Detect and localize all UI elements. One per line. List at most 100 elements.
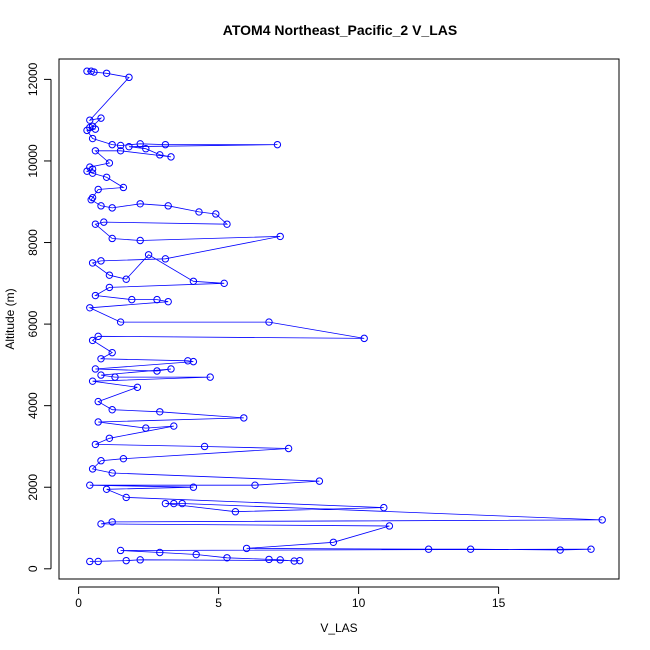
data-point [133,383,142,392]
data-point [105,283,114,292]
data-point [290,557,298,565]
data-point [276,232,284,241]
data-point [108,140,116,149]
data-point [265,318,273,326]
data-point [97,257,105,265]
data-point [161,140,170,149]
data-point [88,169,97,177]
data-point [111,373,119,381]
data-point [94,185,102,194]
x-tick-label: 5 [215,596,222,610]
x-axis: 0 5 10 15 [75,586,506,610]
x-tick-label: 15 [492,596,506,610]
y-tick-label: 12000 [26,62,40,96]
data-point [136,140,144,148]
data-point [178,499,186,508]
data-point [108,406,116,414]
data-point [122,556,130,565]
y-tick-label: 10000 [26,144,40,178]
data-point [153,295,161,304]
y-tick-label: 0 [26,565,40,572]
data-point [116,141,125,150]
data-point [83,126,91,135]
data-point [86,116,94,124]
data-point [142,145,150,153]
data-point [119,454,128,463]
data-point [360,334,368,343]
data-point [192,550,200,559]
data-point [105,434,114,442]
data-point [284,444,293,453]
series-line [85,70,603,562]
data-point [424,545,433,553]
data-point [86,481,94,489]
data-point [116,318,125,326]
plot-frame [58,58,620,580]
data-point [97,457,105,465]
data-point [206,373,214,381]
data-point [108,348,116,357]
data-point [91,365,100,373]
data-point [189,277,198,285]
data-point [189,483,198,491]
data-point [88,259,97,267]
data-point [161,255,170,263]
data-point [102,69,111,77]
data-point [587,545,595,553]
data-point [116,546,125,555]
data-point [108,518,116,526]
data-point [242,544,251,553]
data-point [90,68,98,76]
data-point [91,125,100,133]
data-point [97,202,105,210]
data-point [83,67,91,75]
data-point [189,357,198,366]
data-point [329,538,338,546]
data-point [88,134,97,143]
data-point [212,210,220,218]
data-point [100,218,108,226]
data-point [156,151,164,159]
data-point [184,357,192,365]
data-point [97,520,105,528]
data-point [161,499,170,508]
data-point [97,355,105,363]
data-point [116,147,125,155]
data-point [94,557,102,566]
data-point [223,554,231,562]
y-axis: 0 2000 4000 6000 8000 10000 12000 [26,62,52,572]
data-point [97,114,105,122]
data-point [195,208,203,216]
data-point [122,493,130,502]
data-point [380,503,388,512]
data-point [200,442,209,451]
data-point [136,236,144,245]
data-point [251,481,259,489]
data-point [86,304,94,312]
x-tick-label: 0 [75,596,82,610]
chart-title: ATOM4 Northeast_Pacific_2 V_LAS [223,22,457,38]
data-point [164,297,172,306]
data-point [315,477,324,485]
data-point [91,220,100,228]
data-point [136,556,144,564]
data-point [136,200,144,208]
data-point [105,159,114,167]
data-point [88,377,97,385]
data-point [273,140,282,149]
data-point [88,193,97,202]
data-point [87,196,95,204]
data-point [240,414,248,422]
data-point [156,548,164,557]
data-point [156,408,164,416]
y-tick-label: 8000 [26,229,40,256]
data-point [91,440,100,449]
data-point [86,557,94,566]
data-point [164,202,172,210]
data-point [102,485,111,493]
data-point [466,545,475,553]
data-point [223,220,231,228]
data-point [94,332,102,341]
data-point [220,279,228,288]
